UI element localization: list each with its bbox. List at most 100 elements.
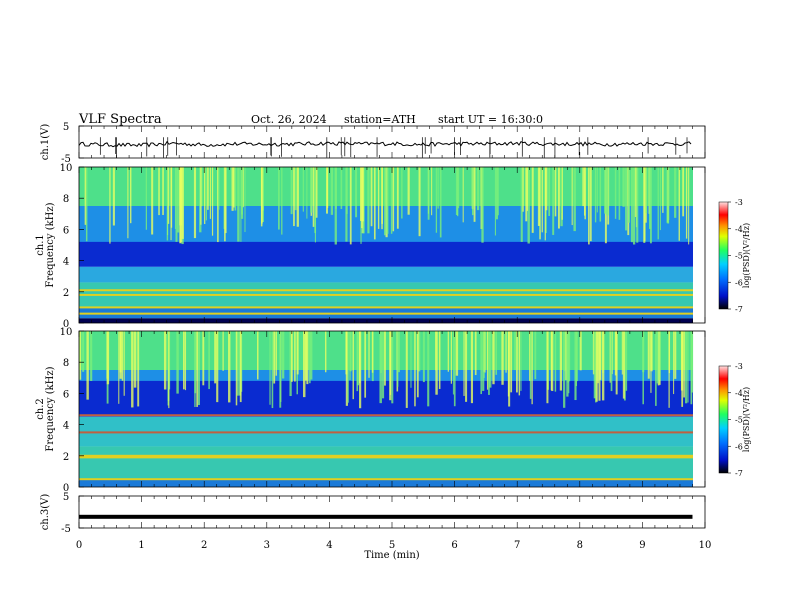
spectrogram-spike — [520, 331, 522, 391]
spectrogram-spike — [674, 167, 677, 218]
spectrogram-spike — [184, 331, 187, 391]
spectrogram-spike — [314, 167, 316, 243]
spectrogram-spike — [632, 167, 636, 245]
spectrogram-spike — [179, 167, 182, 226]
spectrogram-spike — [450, 331, 452, 384]
spectrogram-spike — [214, 331, 217, 384]
spectrogram-spike — [474, 331, 477, 376]
y-tick-label: 6 — [63, 225, 69, 236]
colorbar-tick-label: -6 — [735, 278, 743, 287]
spectrogram-spike — [690, 331, 693, 405]
spectrogram-spike — [85, 167, 88, 242]
spectrogram-spike — [106, 331, 110, 385]
y-axis-label: ch.1(V) — [40, 124, 51, 161]
spectrogram-spike — [175, 167, 178, 242]
spectrogram-spike — [391, 331, 394, 404]
spectrogram-spike — [595, 331, 598, 402]
y-tick-label: -5 — [61, 154, 71, 165]
colorbar-tick-label: -7 — [735, 469, 743, 478]
narrowband-line — [79, 478, 693, 481]
spectrogram-spike — [622, 331, 625, 399]
spectrogram-spike — [169, 331, 171, 390]
spectrogram-spike — [224, 167, 227, 234]
spectrogram-spike — [452, 331, 454, 395]
spectrogram-spike — [310, 331, 313, 380]
spectrogram-band — [79, 479, 693, 487]
spectrogram-spike — [574, 331, 577, 401]
x-tick-label: 5 — [389, 540, 395, 551]
spectrogram-spike — [261, 167, 263, 224]
narrowband-line — [79, 414, 693, 417]
spectrogram-spike — [597, 331, 599, 384]
narrowband-line — [79, 456, 693, 459]
spectrogram-spike — [273, 331, 276, 384]
narrowband-line — [79, 431, 693, 434]
spectrogram-spike — [137, 331, 140, 407]
spectrogram-spike — [618, 167, 621, 220]
spectrogram-spike — [151, 167, 154, 235]
colorbar-label: log(PSD)(V²/Hz) — [742, 223, 751, 288]
spectrogram-spike — [335, 167, 337, 209]
spectrogram-spike — [463, 331, 465, 396]
spectrogram-spike — [551, 331, 554, 392]
spectrogram-spike — [488, 331, 492, 388]
spectrogram-spike — [462, 167, 464, 223]
spectrogram-spike — [647, 331, 650, 379]
y-tick-label: 10 — [60, 327, 73, 338]
station-label: station=ATH — [344, 113, 416, 126]
figure-title: VLF Spectra — [78, 112, 162, 127]
spectrogram-spike — [593, 331, 597, 399]
spectrogram-spike — [84, 167, 87, 225]
spectrogram-spike — [518, 331, 521, 396]
spectrogram-spike — [465, 331, 468, 402]
spectrogram-spike — [437, 167, 439, 209]
spectrogram-spike — [590, 167, 592, 242]
spectrogram-spike — [554, 167, 557, 217]
spectrogram-spike — [234, 167, 237, 211]
spectrogram-spike — [279, 331, 282, 408]
spectrogram-spike — [312, 167, 315, 227]
spectrogram-spike — [349, 331, 352, 372]
x-tick-label: 6 — [451, 540, 457, 551]
spectrogram-spike — [507, 331, 510, 397]
spectrogram-spike — [347, 331, 349, 403]
spectrogram-spike — [622, 167, 625, 207]
spectrogram-spike — [390, 167, 393, 234]
spectrogram-spike — [494, 167, 497, 236]
spectrogram-spike — [431, 167, 433, 216]
spectrogram-spike — [384, 331, 386, 386]
spectrogram-spike — [501, 331, 504, 385]
spectrogram-spike — [231, 167, 234, 211]
spectrogram-spike — [90, 331, 93, 381]
spectrogram-spike — [294, 331, 296, 382]
spectrogram-band — [79, 446, 693, 480]
colorbar-tick-label: -5 — [735, 252, 743, 261]
y-axis-label: ch.2 — [35, 398, 46, 420]
spectrogram-spike — [486, 331, 489, 390]
spectrogram-spike — [176, 331, 179, 394]
spectrogram-spike — [256, 331, 259, 380]
y-tick-label: -5 — [61, 524, 71, 535]
spectrogram-spike — [389, 331, 392, 401]
spectrogram-spike — [505, 331, 507, 373]
spectrogram-spike — [418, 167, 421, 237]
y-tick-label: 8 — [63, 194, 69, 205]
spectrogram-spike — [627, 167, 630, 223]
spectrogram-spike — [306, 331, 309, 385]
spectrogram-spike — [352, 331, 354, 400]
spectrogram-spike — [166, 167, 169, 241]
spectrogram-spike — [271, 331, 274, 409]
spectrogram-spike — [368, 331, 370, 378]
spectrogram-spike — [294, 167, 297, 211]
spectrogram-spike — [495, 167, 499, 220]
spectrogram-spike — [609, 331, 611, 383]
spectrogram-spike — [356, 331, 359, 392]
y-tick-label: 8 — [63, 358, 69, 369]
spectrogram-spike — [427, 331, 430, 407]
spectrogram-spike — [621, 331, 623, 375]
spectrogram-spike — [658, 331, 661, 380]
narrowband-line — [79, 293, 693, 296]
colorbar-tick-label: -3 — [735, 198, 743, 207]
spectrogram-spike — [131, 331, 134, 408]
spectrogram-spike — [119, 331, 122, 373]
